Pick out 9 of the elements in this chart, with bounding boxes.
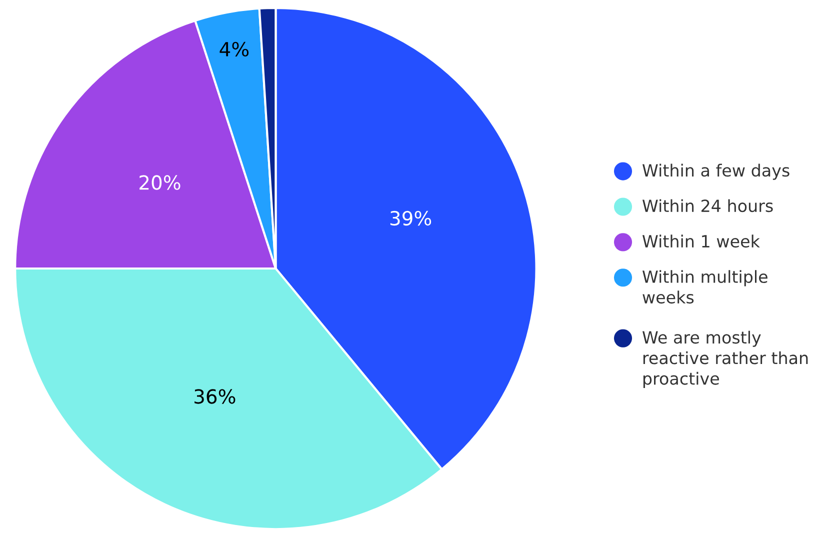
data-label: 39% — [390, 210, 432, 226]
legend-label: Within 1 week — [642, 234, 760, 248]
legend-label: Within multiple weeks — [642, 270, 768, 304]
data-label: 36% — [194, 389, 236, 404]
legend-label: Within 24 hours — [642, 199, 773, 212]
legend-label: We are mostly reactive rather than proactive — [642, 330, 808, 388]
legend-label: Within a few days — [642, 164, 790, 180]
data-label: 20% — [140, 175, 180, 190]
data-label: 4% — [220, 42, 249, 57]
